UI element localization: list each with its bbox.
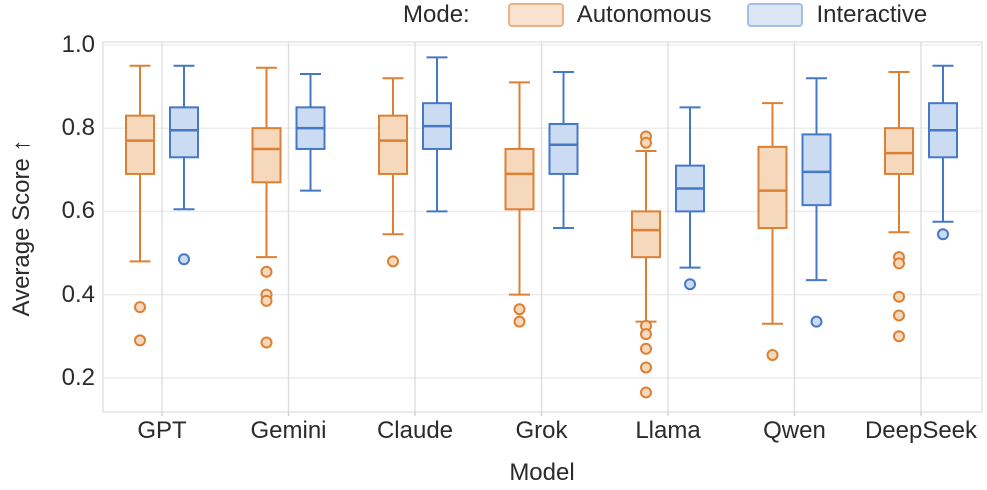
- box-qwen-interactive: [801, 133, 832, 207]
- box-gpt-autonomous: [125, 114, 155, 175]
- legend-label-autonomous: Autonomous: [576, 1, 712, 28]
- outlier-point: [640, 386, 652, 399]
- outlier-point: [937, 228, 949, 241]
- outlier-point: [766, 348, 779, 361]
- outlier-point: [810, 315, 823, 328]
- outlier-point: [513, 315, 526, 328]
- x-tick-label-claude: Claude: [376, 417, 454, 444]
- outlier-point: [893, 309, 905, 322]
- outlier-point: [387, 255, 399, 268]
- y-axis-title: Average Score ↑: [8, 139, 35, 317]
- outlier-point: [640, 342, 652, 355]
- y-tick-label: 1.0: [61, 30, 95, 58]
- outlier-point: [513, 303, 526, 316]
- box-qwen-autonomous: [757, 145, 788, 230]
- x-tick-label-qwen: Qwen: [763, 417, 826, 444]
- outlier-point: [684, 278, 696, 291]
- outlier-point: [893, 290, 905, 303]
- autonomous-swatch-icon: [507, 3, 564, 27]
- outlier-point: [178, 253, 190, 266]
- x-tick-label-deepseek: DeepSeek: [864, 417, 978, 444]
- box-deepseek-autonomous: [884, 127, 914, 175]
- x-tick-label-llama: Llama: [635, 417, 701, 444]
- legend-title: Mode:: [403, 1, 470, 28]
- x-tick-label-grok: Grok: [515, 417, 568, 444]
- x-tick-label-gpt: GPT: [137, 417, 187, 444]
- plot-border: [102, 41, 983, 413]
- interactive-swatch-icon: [747, 3, 804, 27]
- box-grok-interactive: [548, 122, 579, 175]
- box-grok-autonomous: [504, 147, 535, 211]
- outlier-point: [640, 136, 652, 149]
- outlier-point: [134, 301, 146, 314]
- outlier-point: [260, 336, 273, 349]
- box-llama-autonomous: [631, 210, 661, 259]
- box-gemini-autonomous: [251, 127, 282, 184]
- outlier-point: [260, 294, 273, 307]
- legend-label-interactive: Interactive: [816, 1, 928, 28]
- outlier-point: [640, 361, 652, 374]
- outlier-point: [640, 328, 652, 341]
- y-tick-label: 0.4: [61, 280, 95, 308]
- x-tick-label-gemini: Gemini: [250, 417, 327, 444]
- outlier-point: [260, 265, 273, 278]
- y-tick-label: 0.2: [61, 363, 95, 391]
- outlier-point: [134, 334, 146, 347]
- y-tick-label: 0.8: [61, 114, 95, 142]
- box-claude-autonomous: [378, 114, 408, 175]
- y-tick-label: 0.6: [61, 197, 95, 225]
- x-axis-title: Model: [509, 459, 575, 486]
- legend: Mode: Autonomous Interactive: [403, 1, 927, 29]
- box-gpt-interactive: [169, 106, 199, 159]
- outlier-point: [893, 257, 905, 270]
- outlier-point: [893, 330, 905, 343]
